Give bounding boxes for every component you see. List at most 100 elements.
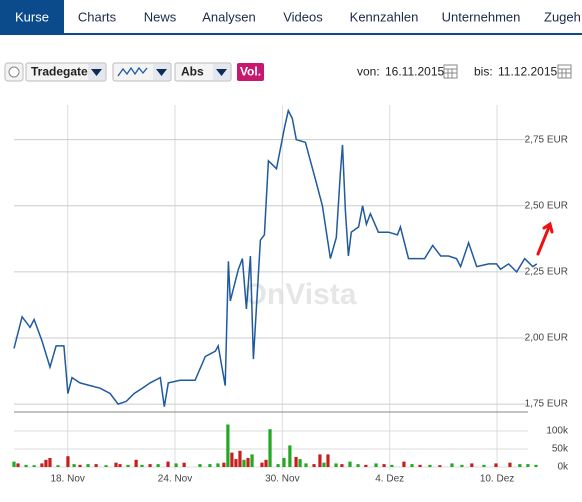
tab[interactable]: Unternehmen <box>442 9 521 24</box>
volume-bar <box>56 465 60 467</box>
calendar-icon[interactable] <box>443 64 458 79</box>
volume-bar <box>264 459 268 467</box>
tab[interactable]: News <box>144 9 177 24</box>
volume-bar <box>518 464 522 467</box>
x-tick-label: 10. Dez <box>480 474 514 485</box>
volume-bar <box>318 454 322 467</box>
tab[interactable]: Analysen <box>202 9 255 24</box>
from-date: 16.11.2015 <box>385 65 444 79</box>
volume-bar <box>118 464 122 467</box>
volume-tick-label: 100k <box>546 426 569 437</box>
volume-bar <box>402 461 406 467</box>
volume-bar <box>450 463 454 467</box>
tab[interactable]: Videos <box>283 9 323 24</box>
volume-bar <box>198 464 202 467</box>
volume-bar <box>166 461 170 467</box>
tab[interactable]: Kennzahlen <box>350 9 419 24</box>
y-tick-label: 1,75 EUR <box>525 399 568 410</box>
volume-bar <box>410 464 414 467</box>
volume-bar <box>114 462 118 467</box>
exchange-label: Tradegate <box>31 65 88 79</box>
volume-bar <box>356 464 360 467</box>
volume-bar <box>94 464 98 467</box>
volume-bar <box>242 459 246 467</box>
volume-bar <box>382 464 386 467</box>
volume-bar <box>72 464 76 467</box>
volume-bar <box>312 464 316 467</box>
volume-bar <box>282 458 286 467</box>
volume-bar <box>222 462 226 467</box>
calendar-grid <box>444 68 457 78</box>
volume-bar <box>12 461 16 467</box>
volume-bar <box>174 463 178 467</box>
x-tick-label: 24. Nov <box>158 474 192 485</box>
tab[interactable]: Kurse <box>15 9 49 24</box>
active-tab-bg <box>0 0 64 34</box>
volume-bar <box>86 464 90 467</box>
x-tick-label: 18. Nov <box>50 474 84 485</box>
dropdown-arrow <box>156 69 167 76</box>
volume-bar <box>260 462 264 467</box>
tab[interactable]: Charts <box>78 9 117 24</box>
volume-bar <box>48 458 52 467</box>
volume-bar <box>66 456 70 467</box>
dropdown-arrow <box>216 69 227 76</box>
volume-bar <box>326 454 330 467</box>
volume-bar <box>182 462 186 467</box>
chart: 18. Nov 24. Nov 30. Nov 4. Dez 10. Dez 1,75 E… <box>12 105 569 485</box>
tab-underline <box>0 33 582 35</box>
volume-button[interactable] <box>237 63 264 81</box>
volume-bar <box>216 463 220 467</box>
volume-bar <box>24 464 28 467</box>
volume-bar <box>238 450 242 467</box>
calendar-icon[interactable] <box>557 64 572 79</box>
volume-bar <box>78 464 82 467</box>
volume-bar <box>364 464 368 467</box>
volume-bar <box>494 463 498 467</box>
volume-bar <box>16 463 20 467</box>
volume-bar <box>348 461 352 467</box>
annotation-arrow <box>536 221 554 256</box>
volume-bar <box>140 464 144 467</box>
mode-label: Abs <box>181 65 204 79</box>
volume-bar <box>340 464 344 467</box>
tab[interactable]: Zugeh <box>544 9 581 24</box>
volume-bar <box>418 464 422 467</box>
volume-tick-label: 50k <box>552 444 569 455</box>
volume-bar <box>390 464 394 467</box>
price-line <box>13 108 538 407</box>
x-tick-label: 4. Dez <box>375 474 404 485</box>
volume-bar <box>226 424 230 467</box>
volume-bar <box>288 445 292 467</box>
tab-bar: Kurse Charts News Analysen Videos Kennzahlen U… <box>15 9 581 24</box>
calendar-grid <box>558 68 571 78</box>
volume-bar <box>482 464 486 467</box>
volume-tick-label: 0k <box>557 462 569 473</box>
line-icon <box>117 66 148 77</box>
volume-bar <box>534 464 538 467</box>
watermark: OnVista <box>244 278 357 311</box>
volume-bar <box>460 464 464 467</box>
volume-bar <box>508 462 512 467</box>
y-tick-label: 2,75 EUR <box>525 134 568 145</box>
volume-bar <box>250 454 254 467</box>
x-tick-label: 30. Nov <box>265 474 299 485</box>
toolbar: Tradegate Abs Vol. von: 16.11.2015 bis: … <box>4 62 572 82</box>
volume-button-label: Vol. <box>240 65 261 79</box>
volume-bar <box>470 463 474 467</box>
volume-bar <box>334 463 338 467</box>
volume-bar <box>126 464 130 467</box>
volume-bar <box>268 429 272 467</box>
volume-bar <box>428 464 432 467</box>
volume-bar <box>134 459 138 467</box>
volume-bar <box>294 456 298 467</box>
volume-bar <box>304 463 308 467</box>
volume-bar <box>32 465 36 467</box>
exchange-dropdown[interactable] <box>25 62 107 82</box>
clock-icon <box>8 66 20 78</box>
y-tick-label: 2,00 EUR <box>525 333 568 344</box>
volume-bar <box>374 463 378 467</box>
to-date: 11.12.2015 <box>498 65 557 79</box>
